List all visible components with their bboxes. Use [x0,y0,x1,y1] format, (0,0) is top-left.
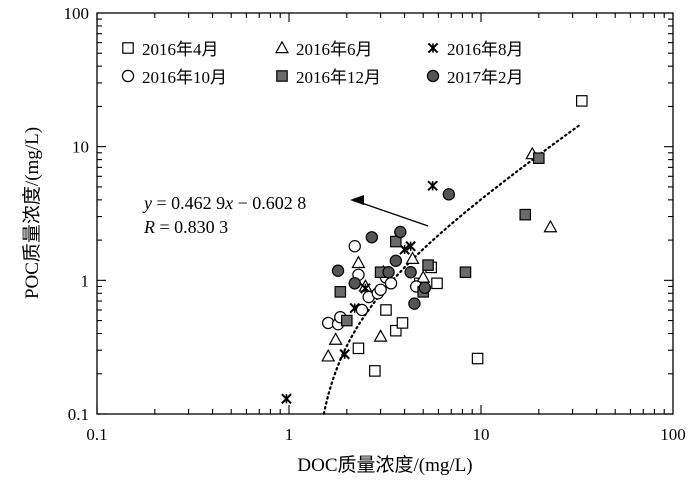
x-tick-label: 0.1 [86,425,107,444]
data-point [532,152,545,164]
data-point [394,225,407,239]
y-tick-label: 0.1 [68,405,89,424]
data-point [519,208,532,221]
data-point [422,259,434,271]
annotation-arrow [352,199,429,227]
data-point [543,219,558,233]
legend-marker [274,40,290,54]
data-point [384,277,398,290]
equation-line-1: y = 0.462 9x − 0.602 8 [142,193,306,213]
legend-marker [122,42,134,54]
data-point [418,281,432,294]
data-point [369,365,381,377]
data-point [382,266,395,279]
data-point [380,304,392,316]
data-point [331,264,345,277]
data-point [351,255,366,269]
data-point [281,393,292,405]
legend-marker [276,70,288,82]
data-point [334,286,347,298]
axis-ticks [96,13,673,415]
data-point [427,180,438,192]
legend-label: 2016年12月 [296,68,381,87]
series-5 [331,188,456,310]
data-point [328,332,343,345]
data-point [459,266,472,279]
data-point [442,188,456,201]
y-tick-label: 1 [81,271,90,290]
plot-frame [96,12,674,415]
data-point [408,297,421,310]
data-point [340,314,353,327]
legend: 2016年4月 2016年6月 2016年8月 2016年10月 2016年12月 201… [121,40,524,87]
series-2 [281,180,438,405]
y-tick-label: 100 [64,4,90,23]
data-point [389,254,403,268]
legend-marker [121,69,135,83]
data-point [373,329,388,342]
legend-label: 2016年6月 [296,40,373,59]
x-tick-label: 100 [660,425,686,444]
y-tick-label: 10 [72,138,89,157]
data-point [352,342,365,355]
data-points [281,95,588,405]
data-point [348,277,361,290]
data-point [365,231,379,244]
data-point [396,317,409,329]
data-point [348,240,361,253]
x-axis-title: DOC质量浓度/(mg/L) [297,454,472,476]
data-point [576,95,588,107]
data-point [404,266,417,279]
data-point [355,303,369,317]
data-point [321,348,336,362]
legend-label: 2017年2月 [447,68,524,87]
data-point [405,240,416,252]
x-tick-label: 1 [285,425,294,444]
legend-marker [426,69,440,83]
legend-label: 2016年10月 [142,68,227,87]
trendline [322,123,582,415]
data-point [471,352,484,365]
data-point [390,235,402,248]
data-point [339,348,350,360]
annotation-arrowhead [350,195,364,205]
data-point [374,283,387,296]
legend-label: 2016年8月 [447,40,524,59]
y-axis-title: POC质量浓度/(mg/L) [21,127,43,299]
x-tick-labels: 0.1 1 10 100 [86,425,685,444]
equation-line-2: R = 0.830 3 [143,217,228,237]
data-point [405,251,420,264]
legend-marker [427,42,439,54]
series-0 [352,95,588,377]
data-point [431,277,443,290]
series-3 [321,240,423,331]
legend-label: 2016年4月 [142,40,219,59]
x-tick-label: 10 [473,425,490,444]
y-tick-labels: 0.1 1 10 100 [64,4,90,424]
data-point [390,324,402,337]
